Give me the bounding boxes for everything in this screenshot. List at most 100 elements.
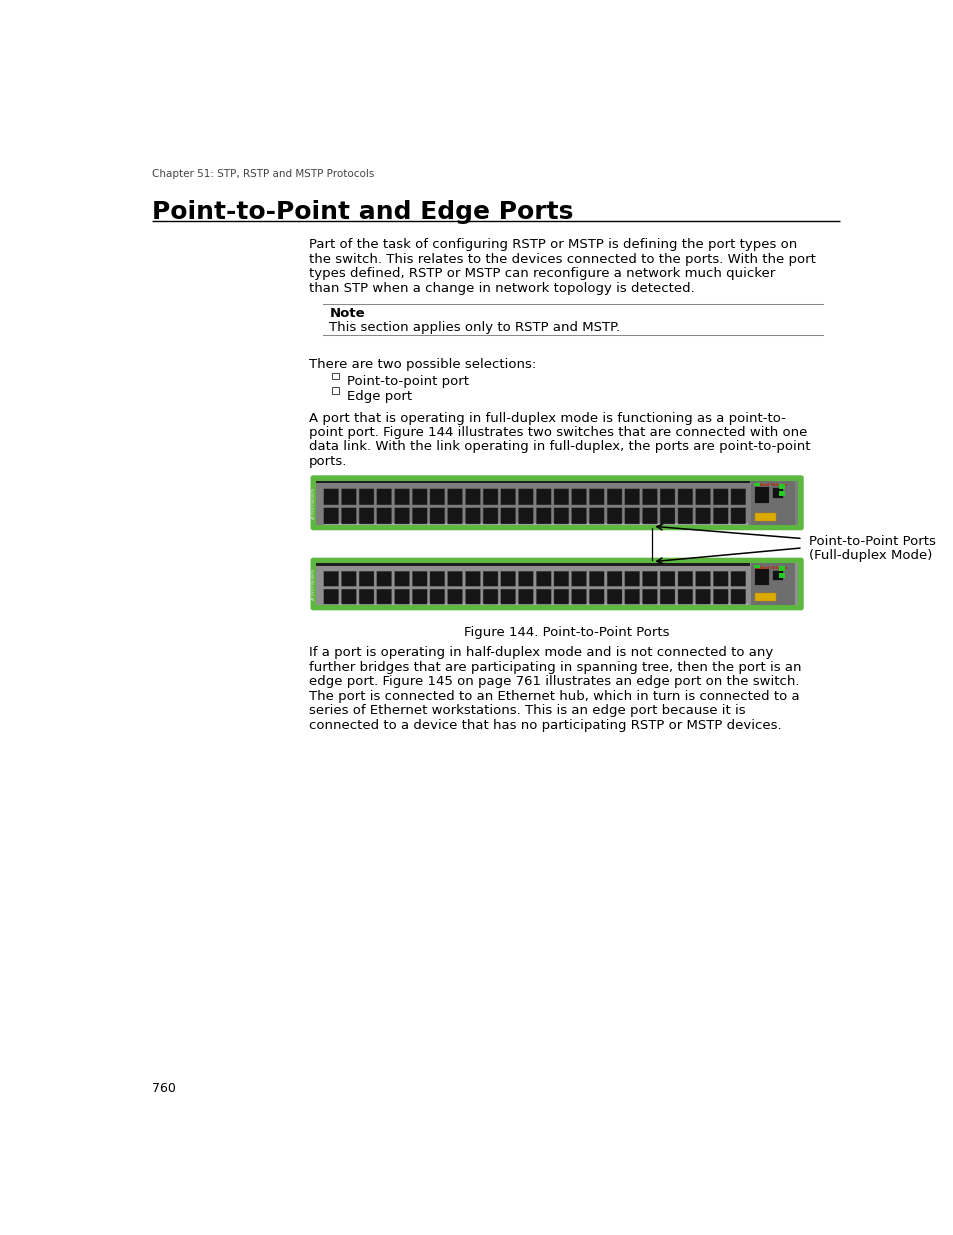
FancyBboxPatch shape xyxy=(641,589,657,604)
FancyBboxPatch shape xyxy=(482,508,497,524)
Bar xyxy=(324,522,747,525)
FancyBboxPatch shape xyxy=(536,589,551,604)
FancyBboxPatch shape xyxy=(606,589,621,604)
FancyBboxPatch shape xyxy=(341,589,356,604)
Bar xyxy=(753,568,768,585)
FancyBboxPatch shape xyxy=(395,572,409,587)
FancyBboxPatch shape xyxy=(695,589,710,604)
FancyBboxPatch shape xyxy=(554,508,568,524)
FancyBboxPatch shape xyxy=(482,572,497,587)
Text: Edge port: Edge port xyxy=(346,390,412,403)
Text: than STP when a change in network topology is detected.: than STP when a change in network topolo… xyxy=(309,282,694,295)
FancyBboxPatch shape xyxy=(395,489,409,505)
FancyBboxPatch shape xyxy=(517,489,533,505)
FancyBboxPatch shape xyxy=(358,508,374,524)
FancyBboxPatch shape xyxy=(571,572,586,587)
Bar xyxy=(753,483,760,485)
FancyBboxPatch shape xyxy=(554,589,568,604)
FancyBboxPatch shape xyxy=(695,572,710,587)
FancyBboxPatch shape xyxy=(589,508,603,524)
FancyBboxPatch shape xyxy=(678,508,692,524)
Bar xyxy=(778,573,784,578)
Text: There are two possible selections:: There are two possible selections: xyxy=(309,358,536,370)
Bar xyxy=(751,480,794,525)
FancyBboxPatch shape xyxy=(500,572,516,587)
FancyBboxPatch shape xyxy=(730,489,745,505)
FancyBboxPatch shape xyxy=(695,489,710,505)
Bar xyxy=(313,561,315,608)
Text: If a port is operating in half-duplex mode and is not connected to any: If a port is operating in half-duplex mo… xyxy=(309,646,773,659)
FancyBboxPatch shape xyxy=(624,589,639,604)
FancyBboxPatch shape xyxy=(376,589,392,604)
Text: 760: 760 xyxy=(152,1082,175,1095)
FancyBboxPatch shape xyxy=(536,489,551,505)
FancyBboxPatch shape xyxy=(482,589,497,604)
FancyBboxPatch shape xyxy=(659,589,675,604)
Text: AT-FS970M/48PS: AT-FS970M/48PS xyxy=(312,568,316,600)
FancyBboxPatch shape xyxy=(341,508,356,524)
FancyBboxPatch shape xyxy=(659,508,675,524)
Text: the switch. This relates to the devices connected to the ports. With the port: the switch. This relates to the devices … xyxy=(309,253,815,266)
FancyBboxPatch shape xyxy=(358,572,374,587)
Bar xyxy=(316,480,797,525)
Bar xyxy=(771,569,782,580)
Text: AT-FS970M/48PS: AT-FS970M/48PS xyxy=(312,487,316,519)
FancyBboxPatch shape xyxy=(310,475,802,530)
FancyBboxPatch shape xyxy=(430,508,444,524)
FancyBboxPatch shape xyxy=(323,589,338,604)
FancyBboxPatch shape xyxy=(358,589,374,604)
FancyBboxPatch shape xyxy=(678,572,692,587)
Bar xyxy=(316,480,749,483)
FancyBboxPatch shape xyxy=(395,508,409,524)
FancyBboxPatch shape xyxy=(713,572,727,587)
FancyBboxPatch shape xyxy=(624,489,639,505)
FancyBboxPatch shape xyxy=(571,589,586,604)
Bar xyxy=(332,388,338,394)
FancyBboxPatch shape xyxy=(447,508,462,524)
FancyBboxPatch shape xyxy=(500,508,516,524)
FancyBboxPatch shape xyxy=(624,572,639,587)
Bar xyxy=(313,478,315,527)
FancyBboxPatch shape xyxy=(430,572,444,587)
FancyBboxPatch shape xyxy=(554,489,568,505)
FancyBboxPatch shape xyxy=(695,508,710,524)
Text: This section applies only to RSTP and MSTP.: This section applies only to RSTP and MS… xyxy=(329,321,619,335)
Bar xyxy=(316,563,797,605)
Text: Chapter 51: STP, RSTP and MSTP Protocols: Chapter 51: STP, RSTP and MSTP Protocols xyxy=(152,169,374,179)
FancyBboxPatch shape xyxy=(713,489,727,505)
FancyBboxPatch shape xyxy=(624,508,639,524)
FancyBboxPatch shape xyxy=(376,508,392,524)
FancyBboxPatch shape xyxy=(412,572,427,587)
FancyBboxPatch shape xyxy=(517,572,533,587)
FancyBboxPatch shape xyxy=(430,489,444,505)
FancyBboxPatch shape xyxy=(713,589,727,604)
FancyBboxPatch shape xyxy=(589,589,603,604)
Text: Figure 144. Point-to-Point Ports: Figure 144. Point-to-Point Ports xyxy=(463,626,669,638)
FancyBboxPatch shape xyxy=(465,508,480,524)
FancyBboxPatch shape xyxy=(447,589,462,604)
FancyBboxPatch shape xyxy=(589,489,603,505)
Bar xyxy=(324,603,747,605)
Bar xyxy=(316,563,749,566)
Text: Note: Note xyxy=(329,306,364,320)
FancyBboxPatch shape xyxy=(500,489,516,505)
FancyBboxPatch shape xyxy=(678,589,692,604)
Bar xyxy=(754,513,776,521)
FancyBboxPatch shape xyxy=(641,572,657,587)
Text: Point-to-point port: Point-to-point port xyxy=(346,375,468,388)
FancyBboxPatch shape xyxy=(341,489,356,505)
Text: Allied Telesis: Allied Telesis xyxy=(754,483,786,488)
FancyBboxPatch shape xyxy=(554,572,568,587)
FancyBboxPatch shape xyxy=(713,508,727,524)
Bar xyxy=(778,492,784,495)
FancyBboxPatch shape xyxy=(465,589,480,604)
FancyBboxPatch shape xyxy=(465,572,480,587)
FancyBboxPatch shape xyxy=(571,508,586,524)
FancyBboxPatch shape xyxy=(659,489,675,505)
Text: data link. With the link operating in full-duplex, the ports are point-to-point: data link. With the link operating in fu… xyxy=(309,441,810,453)
FancyBboxPatch shape xyxy=(517,589,533,604)
Text: Point-to-Point and Edge Ports: Point-to-Point and Edge Ports xyxy=(152,200,573,224)
Text: ports.: ports. xyxy=(309,454,347,468)
FancyBboxPatch shape xyxy=(447,489,462,505)
Bar xyxy=(753,564,760,568)
